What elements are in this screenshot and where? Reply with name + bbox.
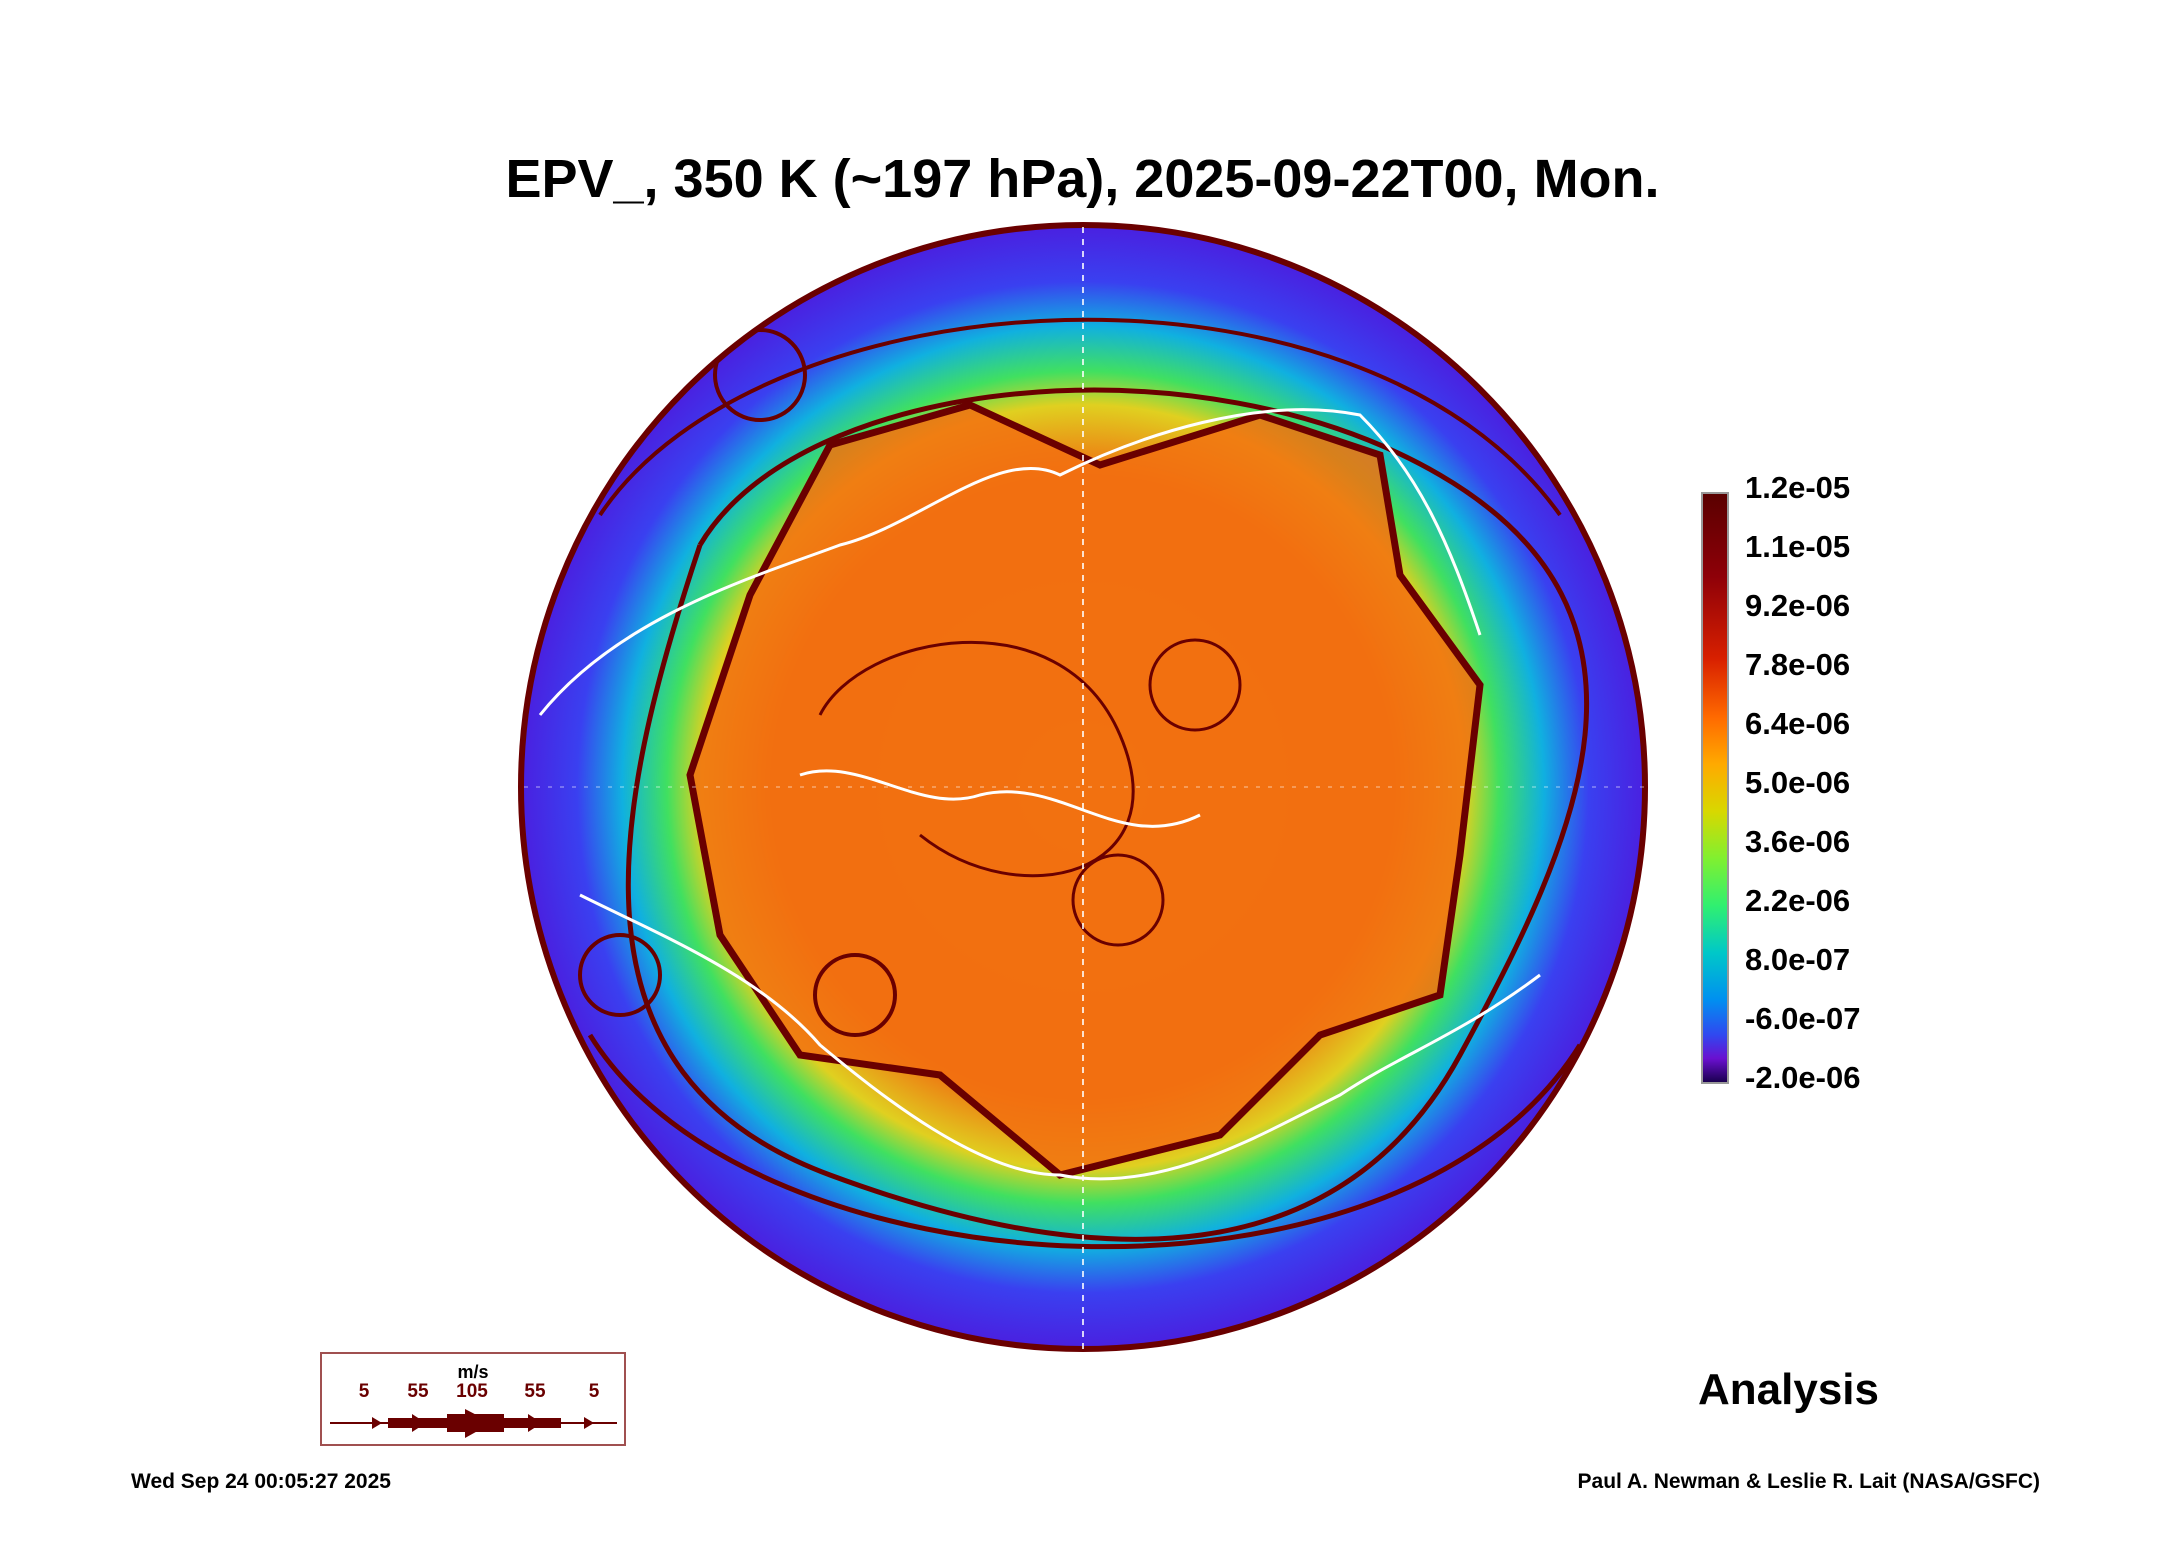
vortex [1071, 853, 1165, 947]
coastlines [538, 408, 1541, 1181]
colorbar-label: -6.0e-07 [1745, 1001, 1861, 1036]
vortex [813, 953, 897, 1037]
colorbar-label: 3.6e-06 [1745, 824, 1851, 859]
wind-key-label: 5 [588, 1381, 600, 1402]
colorbar-label: 5.0e-06 [1745, 765, 1851, 800]
colorbar-label: 1.1e-05 [1745, 529, 1851, 564]
wind-key-label: 55 [524, 1381, 546, 1402]
colorbar-label: 2.2e-06 [1745, 883, 1851, 918]
colorbar-label: 7.8e-06 [1745, 647, 1851, 682]
wind-unit: m/s [457, 1362, 489, 1382]
wind-key-label: 105 [456, 1381, 488, 1402]
wind-key-arrows [330, 1409, 617, 1438]
streamline [818, 641, 1135, 878]
colorbar-label: -2.0e-06 [1745, 1060, 1861, 1095]
colorbar-label: 6.4e-06 [1745, 706, 1851, 741]
arrow-icon [465, 1409, 492, 1438]
wind-key-label: 55 [407, 1381, 429, 1402]
arrow-icon [584, 1417, 594, 1429]
wind-key-label: 5 [358, 1381, 370, 1402]
polar-map [518, 222, 1648, 1352]
colorbar [1701, 492, 1729, 1084]
vortex [578, 933, 662, 1017]
streamline [598, 317, 1562, 517]
wind-speed-key: m/s 5 55 105 55 5 [320, 1352, 626, 1446]
plot-title: EPV_, 350 K (~197 hPa), 2025-09-22T00, M… [505, 149, 1660, 209]
timestamp: Wed Sep 24 00:05:27 2025 [131, 1470, 391, 1493]
streamline [587, 1033, 1583, 1250]
arrow-icon [372, 1417, 382, 1429]
credit: Paul A. Newman & Leslie R. Lait (NASA/GS… [1577, 1470, 2040, 1493]
analysis-label: Analysis [1698, 1365, 1879, 1414]
arrow-icon [412, 1414, 426, 1432]
high-pv-region [690, 405, 1480, 1175]
colorbar-label: 9.2e-06 [1745, 588, 1851, 623]
colorbar-label: 8.0e-07 [1745, 942, 1851, 977]
vortex [1148, 638, 1242, 732]
colorbar-label: 1.2e-05 [1745, 470, 1851, 505]
jet-streamline [686, 401, 1484, 1179]
vortex [713, 328, 807, 422]
streamline [625, 387, 1589, 1242]
arrow-icon [528, 1414, 542, 1432]
